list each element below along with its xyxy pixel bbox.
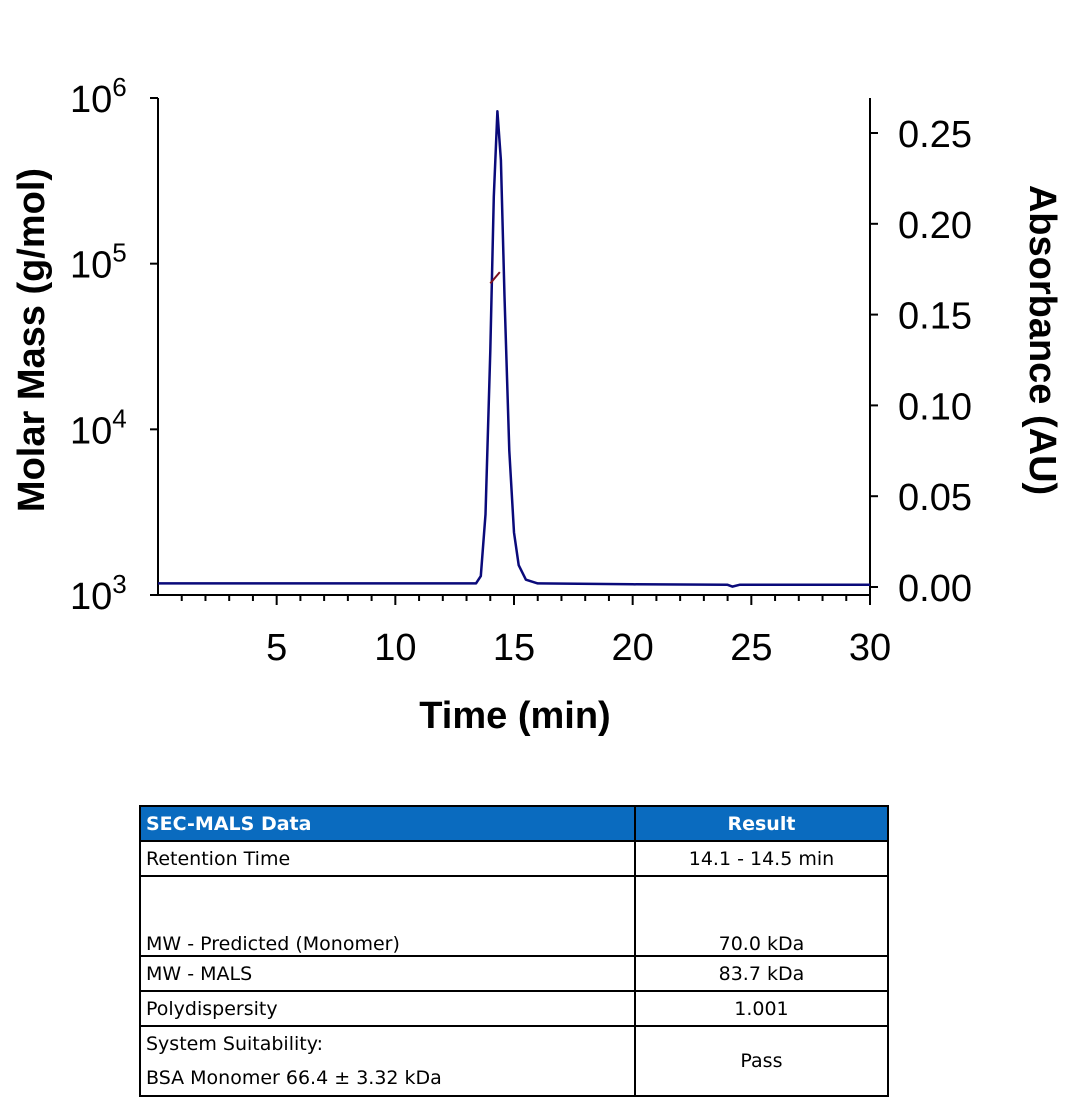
header-result: Result [633,805,890,842]
y-tick-label: 105 [70,238,127,287]
row-value: 83.7 kDa [633,955,890,992]
y2-tick-label: 0.15 [898,296,972,338]
molar-mass-series [489,271,501,285]
table-row: MW - Predicted (Monomer) 70.0 kDa [139,875,890,957]
y2-tick-label: 0.20 [898,205,972,247]
row-label: MW - Predicted (Monomer) [139,875,636,957]
table-row: Polydispersity 1.001 [139,990,890,1027]
y-tick-label: 103 [70,569,127,618]
row-label: Retention Time [139,840,636,877]
header-sec-mals-data: SEC-MALS Data [139,805,636,842]
row-value: 70.0 kDa [633,875,890,957]
row-value: 1.001 [633,990,890,1027]
y-tick-label: 106 [70,72,127,121]
table-row: MW - MALS 83.7 kDa [139,955,890,992]
row-label-line2: BSA Monomer 66.4 ± 3.32 kDa [146,1067,442,1089]
x-tick-label: 20 [612,627,654,669]
row-label-line1: System Suitability: [146,1033,323,1055]
absorbance-series [158,109,870,588]
row-value: 14.1 - 14.5 min [633,840,890,877]
row-label: Polydispersity [139,990,636,1027]
y-tick-label: 104 [70,403,127,452]
table-row: Retention Time 14.1 - 14.5 min [139,840,890,877]
chromatogram-chart: 5 10 15 20 25 30 103 104 105 106 0.00 0.05 0.10 0.15 0… [11,72,1063,737]
x-tick-label: 5 [266,627,287,669]
y2-axis-title: Absorbance (AU) [1021,185,1063,495]
x-tick-label: 10 [374,627,416,669]
row-value: Pass [633,1025,890,1097]
y-axis-title: Molar Mass (g/mol) [11,168,53,512]
x-tick-label: 25 [730,627,772,669]
x-tick-label: 30 [849,627,891,669]
y2-tick-label: 0.10 [898,386,972,428]
row-label: MW - MALS [139,955,636,992]
y2-tick-label: 0.00 [898,568,972,610]
table-row: System Suitability: BSA Monomer 66.4 ± 3… [139,1025,890,1097]
y2-tick-label: 0.05 [898,477,972,519]
x-tick-label: 15 [493,627,535,669]
y2-tick-label: 0.25 [898,114,972,156]
x-axis-title: Time (min) [419,695,610,737]
table-header-row: SEC-MALS Data Result [139,805,890,842]
sec-mals-results-table: SEC-MALS Data Result Retention Time 14.1… [139,805,890,1097]
row-label: System Suitability: BSA Monomer 66.4 ± 3… [139,1025,636,1097]
